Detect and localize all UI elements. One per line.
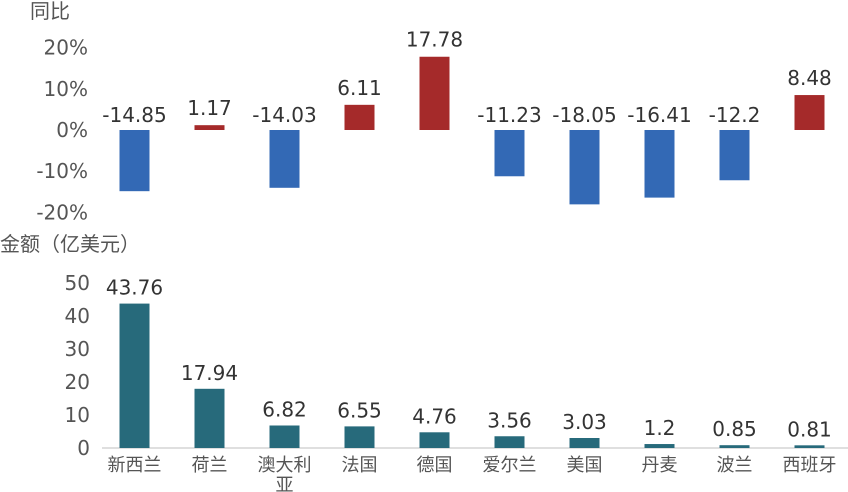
yoy-value-label: 8.48 [787, 66, 832, 90]
yoy-y-tick-label: -10% [36, 159, 88, 183]
yoy-axis-title: 同比 [30, 0, 70, 23]
category-label: 波兰 [717, 455, 753, 476]
yoy-bar [269, 130, 300, 188]
yoy-panel: 同比 20% 10% 0% -10% -20% -14.85 1.17 -14.03 6.11… [30, 0, 832, 224]
yoy-value-label: -14.85 [102, 103, 166, 127]
category-label-line: 爱尔兰 [483, 455, 537, 476]
yoy-bar [119, 130, 150, 192]
amount-bar [569, 438, 600, 448]
yoy-value-label: 6.11 [337, 76, 382, 100]
category-label: 爱尔兰 [483, 455, 537, 476]
yoy-y-tick-label: -20% [36, 200, 88, 224]
amount-value-label: 0.81 [787, 417, 832, 441]
yoy-value-labels: -14.85 1.17 -14.03 6.11 17.78 -11.23 -18.05 -16… [102, 28, 832, 127]
yoy-value-label: -18.05 [552, 103, 616, 127]
category-label-line: 波兰 [717, 455, 753, 476]
amount-y-tick-label: 40 [65, 304, 90, 328]
amount-axis-title: 金额（亿美元） [0, 232, 140, 256]
yoy-value-label: -11.23 [477, 103, 541, 127]
amount-y-tick-label: 30 [65, 337, 90, 361]
amount-bar [644, 444, 675, 448]
amount-value-label: 3.56 [487, 408, 532, 432]
amount-value-label: 0.85 [712, 417, 757, 441]
amount-value-label: 1.2 [644, 416, 676, 440]
yoy-bar [194, 125, 225, 130]
category-label: 丹麦 [642, 455, 678, 476]
amount-y-tick-label: 10 [65, 403, 90, 427]
amount-y-tick-label: 50 [65, 271, 90, 295]
yoy-bar [569, 130, 600, 205]
amount-bar [194, 388, 225, 448]
category-label: 西班牙 [783, 455, 837, 476]
yoy-bar [494, 130, 525, 177]
yoy-y-tick-label: 10% [44, 77, 88, 101]
category-label-line: 新西兰 [108, 455, 162, 476]
yoy-value-label: -14.03 [252, 103, 316, 127]
category-label-line: 美国 [567, 455, 603, 476]
yoy-bar [419, 56, 450, 130]
amount-bar [794, 445, 825, 448]
category-label-line: 澳大利 [258, 455, 312, 476]
yoy-value-label: 1.17 [187, 96, 232, 120]
amount-value-label: 43.76 [106, 276, 163, 300]
amount-y-tick-label: 0 [77, 436, 90, 460]
amount-bar [719, 445, 750, 448]
amount-y-tick-label: 20 [65, 370, 90, 394]
amount-value-label: 17.94 [181, 361, 238, 385]
category-label: 美国 [567, 455, 603, 476]
yoy-value-label: -16.41 [627, 103, 691, 127]
yoy-y-ticks: 20% 10% 0% -10% -20% [36, 36, 88, 225]
category-label: 德国 [417, 455, 453, 476]
category-label-line: 法国 [342, 455, 378, 476]
category-label: 澳大利亚 [258, 455, 312, 492]
yoy-bar [344, 104, 375, 130]
amount-y-ticks: 50 40 30 20 10 0 [65, 271, 90, 460]
yoy-y-tick-label: 20% [44, 36, 88, 60]
yoy-bars [119, 56, 825, 205]
amount-category-labels: 新西兰 荷兰 澳大利亚 法国 德国 爱尔兰 美国 丹麦 波兰 西班牙 [108, 455, 837, 492]
yoy-value-label: 17.78 [406, 28, 463, 52]
category-label: 法国 [342, 455, 378, 476]
amount-value-label: 4.76 [412, 404, 457, 428]
amount-bar [119, 303, 150, 448]
category-label: 新西兰 [108, 455, 162, 476]
amount-value-labels: 43.76 17.94 6.82 6.55 4.76 3.56 3.03 1.2 0.85 0.8… [106, 276, 832, 442]
yoy-bar [719, 130, 750, 181]
amount-bar [269, 425, 300, 448]
category-label: 荷兰 [192, 455, 228, 476]
amount-bar [419, 432, 450, 448]
yoy-value-label: -12.2 [709, 103, 761, 127]
yoy-y-tick-label: 0% [56, 118, 88, 142]
category-label-line: 亚 [276, 475, 294, 492]
yoy-bar [794, 95, 825, 130]
category-label-line: 西班牙 [783, 455, 837, 476]
yoy-bar [644, 130, 675, 198]
amount-panel: 金额（亿美元） 50 40 30 20 10 0 43.76 17.94 6.82 6.55 4.… [0, 232, 848, 492]
amount-bar [494, 436, 525, 448]
category-label-line: 德国 [417, 455, 453, 476]
category-label-line: 荷兰 [192, 455, 228, 476]
category-label-line: 丹麦 [642, 455, 678, 476]
amount-value-label: 6.82 [262, 397, 307, 421]
amount-bar [344, 426, 375, 448]
amount-value-label: 3.03 [562, 410, 607, 434]
amount-value-label: 6.55 [337, 398, 382, 422]
amount-bars [119, 303, 825, 448]
